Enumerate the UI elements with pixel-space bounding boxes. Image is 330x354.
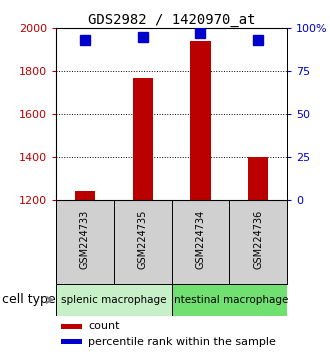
Text: intestinal macrophage: intestinal macrophage (171, 295, 288, 305)
Text: percentile rank within the sample: percentile rank within the sample (88, 337, 276, 347)
Text: GSM224736: GSM224736 (253, 210, 263, 269)
Bar (61, 324, 82, 329)
Title: GDS2982 / 1420970_at: GDS2982 / 1420970_at (88, 13, 255, 27)
Text: GSM224733: GSM224733 (80, 210, 90, 269)
Bar (61, 339, 82, 344)
Bar (75, 191, 95, 200)
Text: cell type: cell type (3, 293, 56, 307)
Bar (172, 284, 287, 316)
Text: GSM224734: GSM224734 (195, 210, 206, 269)
Text: splenic macrophage: splenic macrophage (61, 295, 167, 305)
Text: GSM224735: GSM224735 (138, 210, 148, 269)
Bar (133, 78, 153, 200)
Bar (248, 157, 268, 200)
Bar (56, 284, 172, 316)
Bar (190, 41, 211, 200)
Text: count: count (88, 321, 120, 331)
